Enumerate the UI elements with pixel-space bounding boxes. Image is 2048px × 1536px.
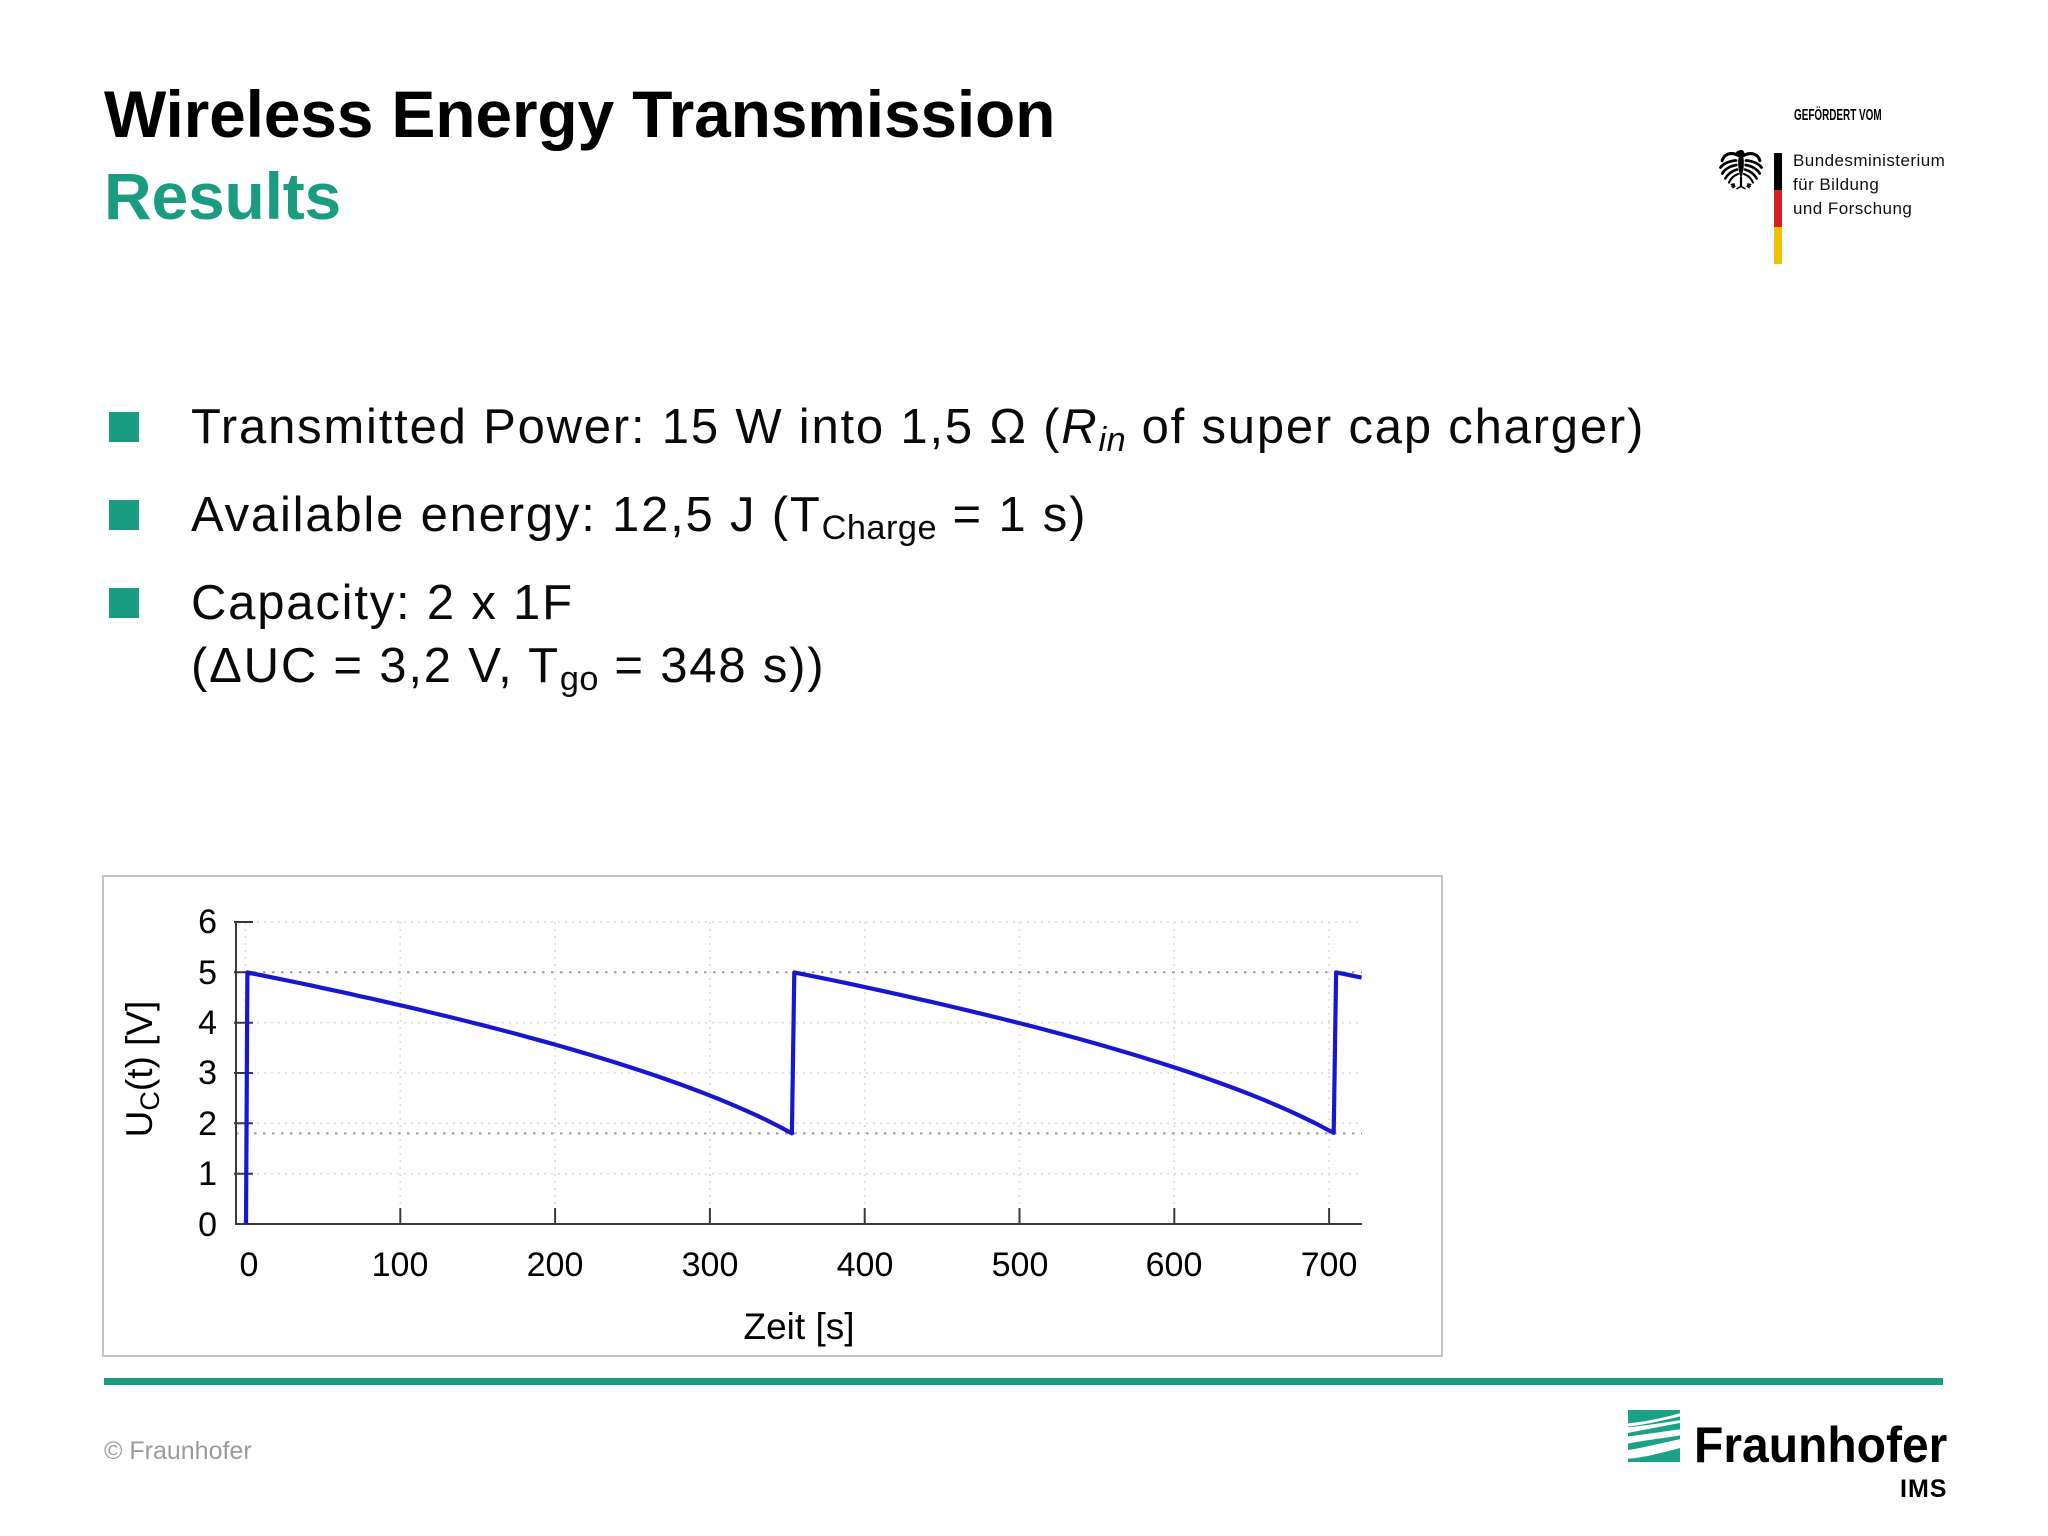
svg-text:500: 500 bbox=[992, 1246, 1049, 1284]
svg-text:0: 0 bbox=[240, 1246, 259, 1284]
svg-text:200: 200 bbox=[527, 1246, 584, 1284]
svg-text:5: 5 bbox=[198, 954, 217, 992]
svg-text:2: 2 bbox=[198, 1105, 217, 1143]
svg-text:300: 300 bbox=[682, 1246, 739, 1284]
svg-text:1: 1 bbox=[198, 1155, 217, 1193]
svg-text:100: 100 bbox=[372, 1246, 429, 1284]
svg-text:6: 6 bbox=[198, 903, 217, 941]
svg-text:600: 600 bbox=[1146, 1246, 1203, 1284]
svg-text:400: 400 bbox=[837, 1246, 894, 1284]
svg-text:UC(t) [V]: UC(t) [V] bbox=[119, 1001, 165, 1138]
svg-text:4: 4 bbox=[198, 1004, 217, 1042]
svg-text:0: 0 bbox=[198, 1206, 217, 1244]
svg-text:Zeit [s]: Zeit [s] bbox=[743, 1306, 854, 1347]
svg-text:700: 700 bbox=[1301, 1246, 1358, 1284]
svg-text:3: 3 bbox=[198, 1054, 217, 1092]
